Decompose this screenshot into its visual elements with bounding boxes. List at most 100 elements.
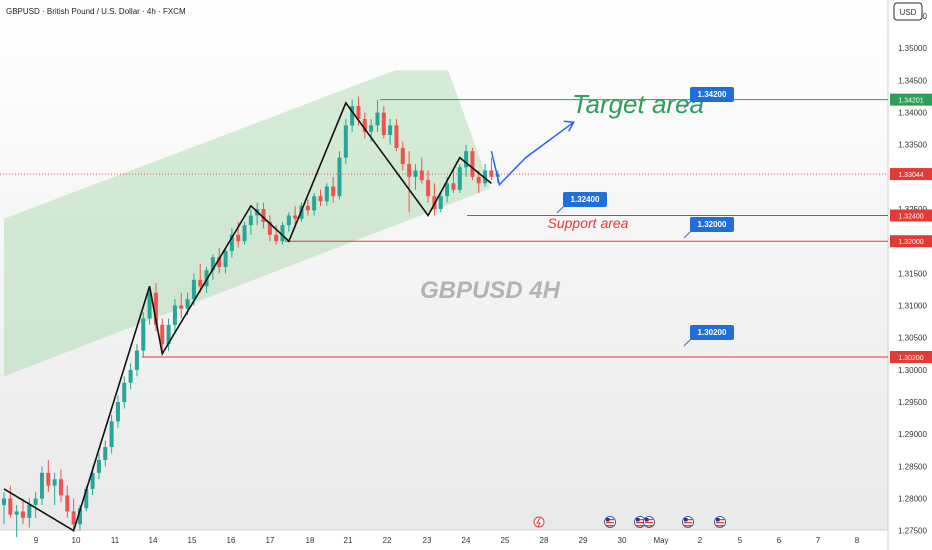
time-tick-label: 28 [540,536,549,545]
candle-body [71,511,76,525]
candle-body [261,209,266,222]
currency-button[interactable]: USD [893,2,923,21]
candle-body [122,382,127,403]
axis-badge-box [890,168,932,181]
badge-label: 1.34200 [698,90,727,99]
candle-body [407,164,412,177]
flag-stripe [684,522,692,524]
candle-body [103,447,108,460]
projection-arrowhead [563,120,575,132]
flag-stripe [606,522,614,524]
price-tick-label: 1.31000 [898,302,927,311]
candle-body [46,472,51,486]
us-flag-icon [643,516,655,528]
badge-label: 1.32000 [698,220,727,229]
ascending-channel[interactable] [4,70,491,377]
flag-stripe [645,519,653,521]
axis-badge-box [890,93,932,106]
price-tick-label: 1.34500 [898,76,927,85]
watermark: GBPUSD 4H [420,277,561,304]
time-tick-label: 11 [111,536,120,545]
candle-body [128,369,133,383]
candle-body [331,186,336,197]
zigzag-pattern[interactable] [3,101,492,532]
horizontal-levels [142,99,888,358]
candle-body [324,186,329,202]
price-tick-label: 1.33500 [898,141,927,150]
price-tick-label: 1.30500 [898,334,927,343]
candle-body [217,257,222,267]
flag-stripe [606,519,614,521]
candle-body [96,459,101,473]
level-badge-level-1: 1.32000 [683,217,734,239]
candle-body [280,225,285,242]
candle-body [413,170,418,177]
candle-body [84,488,89,509]
candle-body [52,479,57,486]
badge-box [690,325,734,340]
candle-body [267,221,272,235]
candle-body [39,472,44,499]
candle-body [318,196,323,202]
support-area-label[interactable]: Support area [548,215,629,231]
chart-title: GBPUSD · British Pound / U.S. Dollar · 4… [6,7,186,16]
candle-body [134,350,139,370]
candle-body [198,279,203,287]
candle-body [58,479,63,496]
candle-body [185,299,190,309]
time-axis[interactable]: 9 10 11 14 15 16 17 18 21 22 23 24 25 28 29 30 May 2 5 6 7 8 [34,536,860,545]
axis-badge-box [890,235,932,248]
candle-body [141,318,146,351]
candle-body [14,511,19,515]
projection-arrow[interactable] [490,120,575,187]
candle-body [337,157,342,197]
candle-body [236,234,241,242]
time-tick-label: 17 [266,536,275,545]
time-tick-label: 10 [72,536,81,545]
time-tick-label: 15 [188,536,197,545]
economic-events[interactable] [533,516,726,528]
candle-body [312,196,317,211]
flag-canton [636,518,640,522]
time-tick-label: 8 [855,536,860,545]
candle-body [400,147,405,165]
event-bolt [536,517,541,528]
candle-body [445,183,450,197]
price-tick-label: 1.29500 [898,398,927,407]
price-tick-label: 1.30000 [898,366,927,375]
flag-stripe [645,522,653,524]
candle-body [229,234,234,251]
candle-body [65,495,70,512]
time-tick-label: May [653,536,668,545]
candle-body [476,176,481,184]
us-flag-icon [682,516,694,528]
axis-badge-label: 1.32000 [898,239,923,246]
price-axis-background [888,0,932,550]
candle-body [153,292,158,325]
candle-body [350,106,355,126]
candle-body [483,170,488,184]
level-badge-target: 1.34200 [683,87,734,109]
target-area-label[interactable]: Target area [572,89,704,119]
us-flag-icon [714,516,726,528]
badge-box [690,87,734,102]
time-tick-label: 23 [423,536,432,545]
candle-body [77,508,82,525]
candle-body [90,472,95,489]
time-tick-label: 16 [227,536,236,545]
time-tick-label: 6 [777,536,782,545]
badge-label: 1.32400 [571,195,600,204]
time-tick-label: 25 [501,536,510,545]
flag-canton [716,518,720,522]
price-tick-label: 1.29000 [898,430,927,439]
candle-body [27,504,32,518]
candle-body [20,511,25,518]
price-tick-label: 1.35000 [898,44,927,53]
us-flag-icon [604,516,616,528]
candle-body [8,498,13,515]
time-tick-label: 24 [462,536,471,545]
candle-body [451,183,456,190]
flag-stripe [606,525,614,527]
candle-body [286,215,291,226]
